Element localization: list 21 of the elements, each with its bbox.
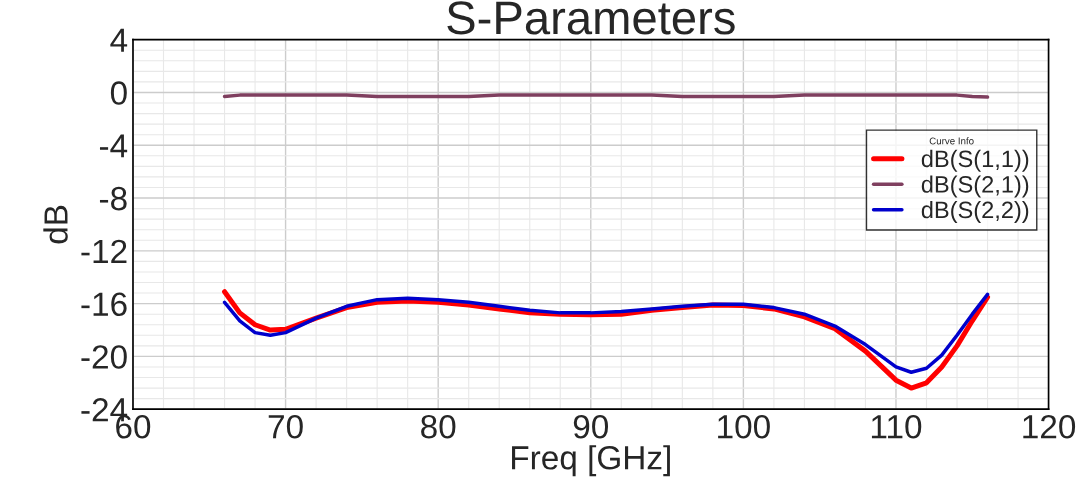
y-tick-label: 4 bbox=[110, 28, 128, 52]
y-tick-label: 0 bbox=[110, 81, 127, 105]
line-series bbox=[222, 292, 990, 374]
x-tick-label: 110 bbox=[871, 414, 922, 439]
legend-label: dB(S(2,1)) bbox=[921, 175, 1029, 198]
y-tick-label: -12 bbox=[81, 239, 127, 263]
legend-label: dB(S(1,1)) bbox=[921, 149, 1029, 172]
x-tick-label: 80 bbox=[421, 414, 456, 439]
y-tick-label: -4 bbox=[99, 134, 128, 158]
y-tick-label: -8 bbox=[99, 186, 127, 211]
x-tick-label: 100 bbox=[718, 414, 770, 439]
x-tick-label: 90 bbox=[573, 414, 609, 439]
legend-title: Curve Info bbox=[929, 137, 974, 145]
x-tick-label: 70 bbox=[268, 414, 303, 439]
y-axis-title: dB bbox=[43, 205, 68, 244]
x-axis-title: Freq [GHz] bbox=[512, 445, 670, 477]
legend-label: dB(S(2,2)) bbox=[921, 200, 1029, 223]
y-tick-label: -16 bbox=[81, 292, 127, 317]
chart-title: S-Parameters bbox=[447, 1, 735, 35]
y-tick-label: -20 bbox=[81, 345, 127, 369]
x-tick-label: 120 bbox=[1023, 414, 1076, 439]
